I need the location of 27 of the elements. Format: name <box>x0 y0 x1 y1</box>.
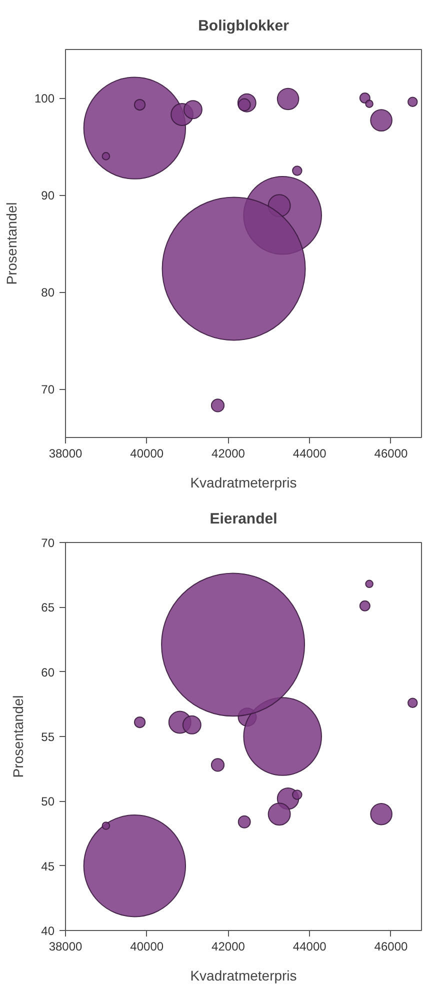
y-tick-label: 65 <box>41 600 55 615</box>
x-tick-label: 40000 <box>130 446 164 460</box>
x-tick-label: 44000 <box>292 446 327 460</box>
x-tick-label: 40000 <box>130 940 164 954</box>
y-tick-label: 55 <box>41 730 55 744</box>
x-tick-label: 42000 <box>212 446 246 460</box>
chart-title: Boligblokker <box>198 18 290 34</box>
y-tick-label: 40 <box>41 924 55 938</box>
y-tick-label: 45 <box>41 859 55 874</box>
y-tick-label: 90 <box>41 188 55 202</box>
x-tick-label: 46000 <box>374 940 408 954</box>
y-tick-label: 50 <box>41 794 55 809</box>
x-tick-label: 38000 <box>48 940 83 954</box>
y-tick-label: 70 <box>41 536 55 550</box>
y-tick-label: 100 <box>34 92 55 106</box>
x-tick-label: 44000 <box>292 940 327 954</box>
x-tick-label: 46000 <box>374 446 408 460</box>
x-tick-label: 38000 <box>48 446 83 460</box>
y-tick-label: 60 <box>41 665 55 680</box>
x-tick-label: 42000 <box>212 940 246 954</box>
x-axis-title: Kvadratmeterpris <box>190 474 297 490</box>
chart-title: Eierandel <box>210 510 278 528</box>
y-tick-label: 80 <box>41 286 55 300</box>
y-axis-title: Prosentandel <box>3 202 20 285</box>
y-tick-label: 70 <box>41 382 55 396</box>
y-axis-title: Prosentandel <box>10 695 26 778</box>
x-axis-title: Kvadratmeterpris <box>190 968 297 984</box>
